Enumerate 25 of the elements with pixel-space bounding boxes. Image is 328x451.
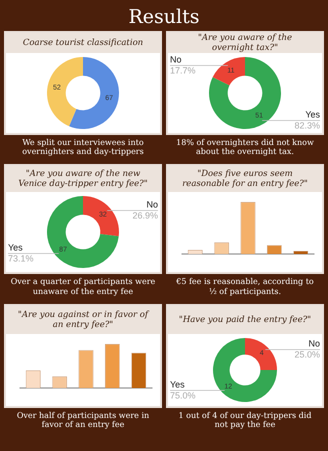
text: 25.0%	[294, 349, 320, 360]
slice-label: Yes	[170, 379, 186, 390]
slice-label: Yes	[8, 242, 24, 253]
slice-label: No	[308, 338, 320, 348]
text: 17.7%	[170, 65, 196, 76]
text: 1 out of 4 of our day-trippers did not pay the fee	[178, 410, 312, 430]
slice-label: Yes	[305, 109, 320, 120]
chart-title: "Does five euros seem reasonable for an entry fee?"	[168, 166, 322, 192]
text: Results	[128, 5, 200, 30]
slice-label: No	[146, 200, 158, 210]
text: 26.9%	[132, 210, 158, 221]
chart-title: "Are you aware of the new Venice day-tripper entry fee?"	[6, 166, 160, 192]
chart-title: Coarse tourist classification	[6, 33, 160, 53]
text: Over half of participants were in favor of an entry fee	[16, 410, 150, 430]
chart-title: "Are you against or in favor of an entry fee?"	[6, 306, 160, 334]
text: 75.0%	[170, 390, 196, 400]
text: 73.1%	[8, 254, 34, 264]
chart-title: "Have you paid the entry fee?"	[168, 306, 322, 334]
text: 82.3%	[294, 120, 320, 130]
text: €5 fee is reasonable, according to ½ of participants.	[175, 277, 315, 296]
text: Over a quarter of participants were unaware of the entry fee	[10, 277, 156, 296]
slice-label: No	[170, 54, 182, 64]
chart-title: "Are you aware of the overnight tax?"	[168, 33, 322, 53]
text: We split our interviewees into overnighters and day-trippers	[21, 138, 145, 156]
text: 18% of overnighters did not know about the overnight tax.	[175, 138, 315, 156]
